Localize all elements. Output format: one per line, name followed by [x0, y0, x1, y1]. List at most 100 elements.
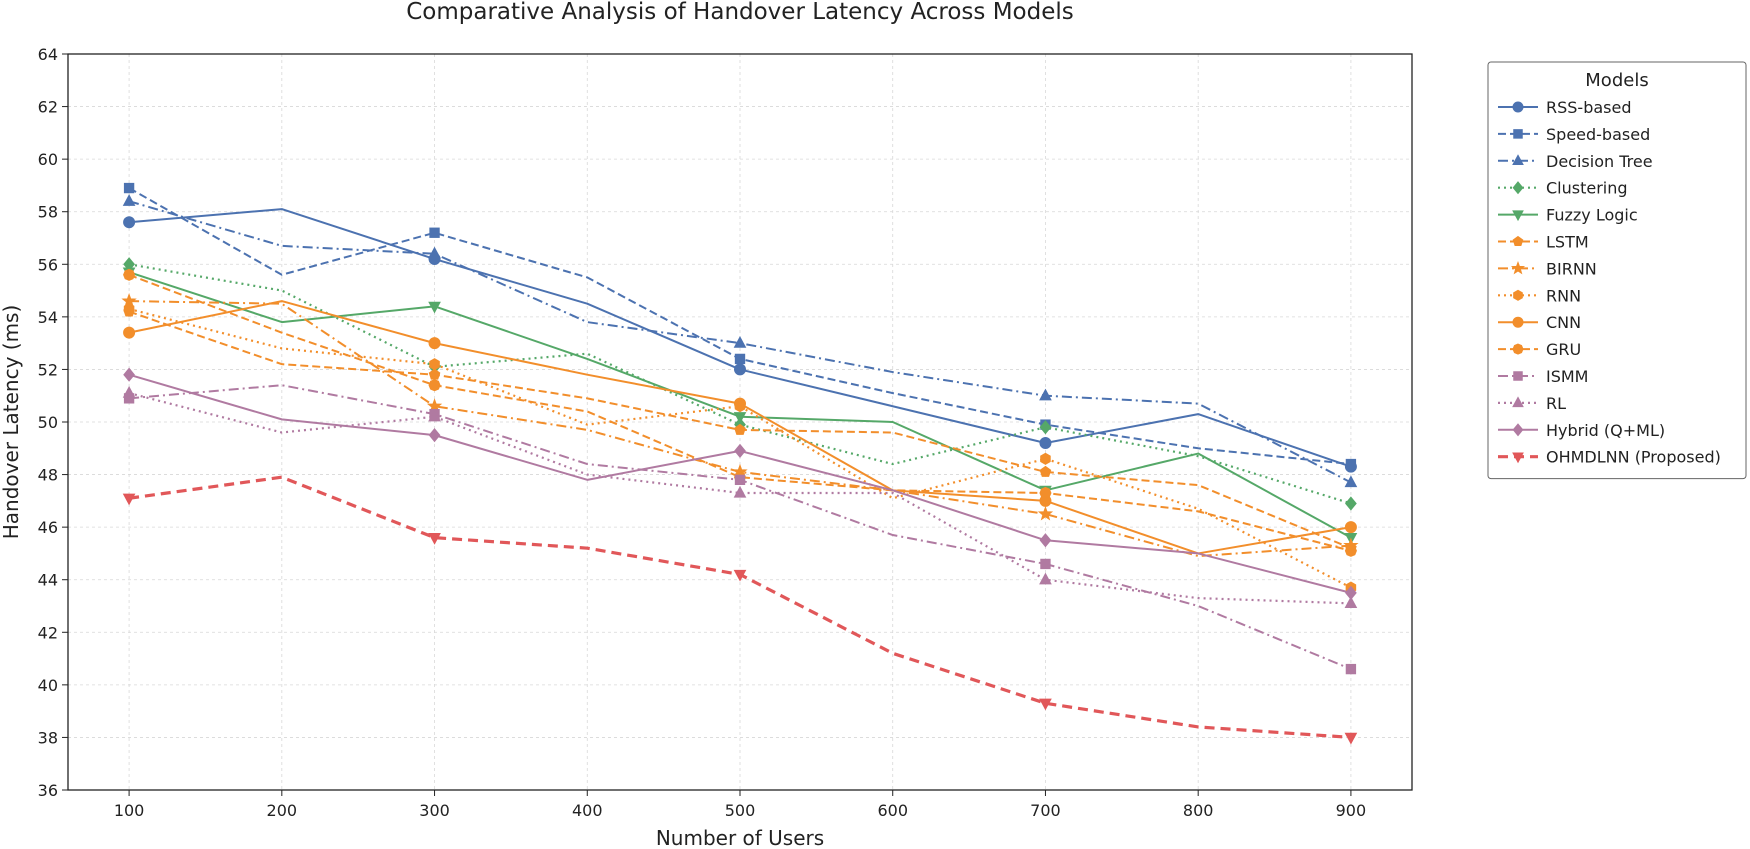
x-tick-label: 200 — [267, 801, 298, 820]
series-group — [121, 182, 1359, 745]
data-point — [1344, 544, 1357, 557]
legend-label: LSTM — [1546, 233, 1589, 252]
legend-label: Clustering — [1546, 179, 1628, 198]
data-point — [1039, 486, 1052, 500]
y-tick-label: 52 — [38, 360, 58, 379]
legend-label: OHMDLNN (Proposed) — [1546, 448, 1721, 467]
data-point — [123, 268, 136, 281]
legend-item: Fuzzy Logic — [1498, 206, 1638, 225]
series-rss-based — [123, 208, 1357, 473]
y-tick-label: 46 — [38, 518, 58, 537]
data-point — [428, 409, 441, 422]
data-point — [1039, 533, 1052, 548]
x-tick-label: 800 — [1183, 801, 1214, 820]
legend-marker — [1512, 396, 1524, 408]
data-point — [733, 485, 747, 498]
legend-marker — [1512, 181, 1524, 195]
legend-item: BIRNN — [1498, 259, 1597, 278]
y-tick-label: 44 — [38, 571, 58, 590]
x-axis-title: Number of Users — [656, 826, 824, 849]
y-tick-label: 50 — [38, 413, 58, 432]
data-point — [1040, 558, 1051, 570]
legend-title: Models — [1585, 70, 1648, 91]
legend-marker — [1512, 452, 1524, 464]
series-ohmdlnn-proposed — [122, 475, 1358, 745]
y-tick-label: 60 — [38, 150, 58, 169]
x-tick-label: 900 — [1336, 801, 1367, 820]
legend-item: CNN — [1498, 313, 1581, 332]
y-tick-label: 56 — [38, 255, 58, 274]
x-tick-label: 400 — [572, 801, 603, 820]
data-point — [1039, 698, 1052, 711]
data-point — [428, 246, 441, 259]
data-point — [122, 385, 136, 398]
data-point — [428, 337, 441, 350]
data-point — [428, 428, 441, 443]
legend: Models RSS-based Speed-based Decision Tree… — [1487, 61, 1747, 480]
legend-label: RNN — [1546, 286, 1581, 305]
x-tick-label: 300 — [419, 801, 450, 820]
y-tick-label: 54 — [38, 308, 58, 327]
y-tick-label: 62 — [38, 98, 58, 117]
data-point — [1037, 505, 1054, 521]
legend-item: RSS-based — [1498, 98, 1632, 117]
legend-marker — [1512, 423, 1524, 437]
data-point — [1345, 663, 1357, 675]
legend-marker — [1513, 371, 1523, 381]
legend-item: LSTM — [1498, 233, 1589, 252]
y-tick-label: 42 — [38, 623, 58, 642]
legend-marker — [1512, 316, 1524, 328]
data-point — [123, 302, 135, 316]
data-point — [428, 533, 441, 545]
legend-marker — [1512, 343, 1524, 355]
legend-marker — [1512, 235, 1524, 247]
legend-item: Decision Tree — [1498, 152, 1653, 171]
legend-label: RSS-based — [1546, 98, 1632, 117]
legend-label: CNN — [1546, 313, 1581, 332]
data-point — [428, 301, 441, 314]
data-point — [1039, 388, 1052, 401]
legend-item: GRU — [1498, 340, 1581, 359]
legend-label: GRU — [1546, 340, 1581, 359]
legend-marker — [1512, 210, 1524, 222]
data-point — [1345, 496, 1357, 511]
data-point — [734, 353, 746, 365]
data-point — [734, 363, 746, 376]
data-point — [123, 182, 135, 194]
legend-item: OHMDLNN (Proposed) — [1498, 448, 1721, 467]
data-point — [122, 493, 136, 506]
legend-label: Fuzzy Logic — [1546, 206, 1638, 225]
x-tick-label: 100 — [114, 801, 145, 820]
legend-label: Speed-based — [1546, 125, 1650, 144]
legend-item: RL — [1498, 394, 1566, 413]
legend-label: BIRNN — [1546, 259, 1597, 278]
y-tick-label: 36 — [38, 781, 58, 800]
data-point — [733, 412, 747, 424]
data-point — [428, 368, 441, 380]
legend-marker — [1512, 101, 1524, 113]
x-tick-label: 600 — [877, 801, 908, 820]
legend-item: ISMM — [1498, 367, 1588, 386]
data-point — [1039, 465, 1052, 477]
axes: 36 38 40 42 44 46 48 50 52 54 56 58 60 62 64 100 200 300 4… — [38, 45, 1367, 820]
data-point — [734, 397, 746, 410]
data-point — [1040, 452, 1051, 465]
data-point — [734, 474, 746, 486]
y-tick-label: 58 — [38, 203, 58, 222]
legend-item: RNN — [1498, 286, 1581, 305]
legend-marker — [1513, 129, 1523, 139]
y-tick-label: 38 — [38, 728, 58, 747]
chart-title: Comparative Analysis of Handover Latency… — [406, 0, 1074, 25]
data-point — [1345, 458, 1357, 470]
legend-label: Decision Tree — [1546, 152, 1653, 171]
data-point — [123, 326, 136, 339]
x-tick-label: 500 — [725, 801, 756, 820]
data-point — [733, 569, 747, 582]
y-tick-label: 64 — [38, 45, 58, 64]
data-point — [734, 443, 746, 459]
data-point — [123, 216, 136, 229]
data-point — [429, 358, 440, 371]
series-decision-tree — [122, 194, 1358, 488]
data-point — [1344, 475, 1358, 488]
